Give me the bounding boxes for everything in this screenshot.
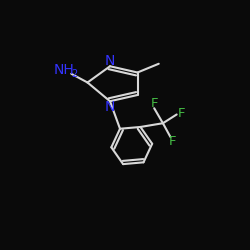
Text: NH: NH: [53, 63, 74, 77]
Text: F: F: [169, 136, 177, 148]
Text: F: F: [178, 107, 185, 120]
Text: 2: 2: [71, 69, 78, 79]
Text: N: N: [105, 100, 115, 114]
Text: N: N: [105, 54, 115, 68]
Text: F: F: [150, 97, 158, 110]
